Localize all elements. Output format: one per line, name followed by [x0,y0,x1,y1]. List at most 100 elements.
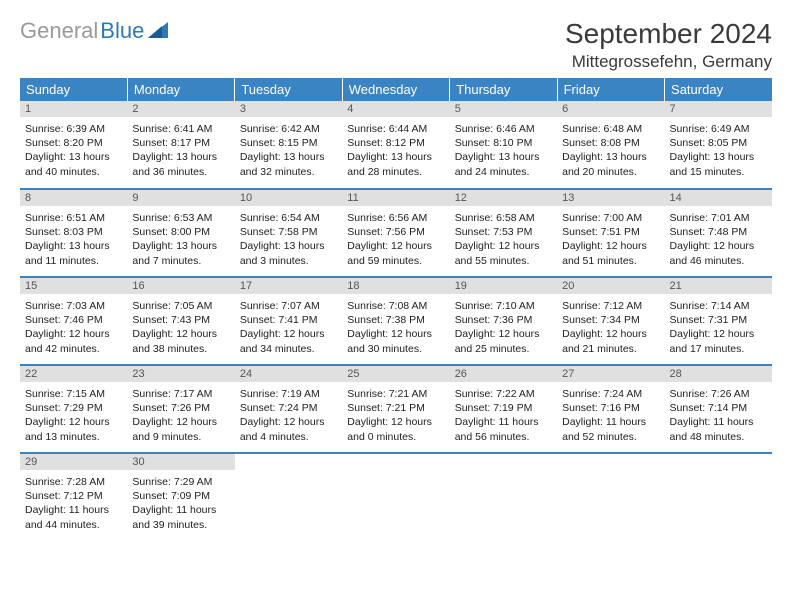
calendar-week-row: 8Sunrise: 6:51 AMSunset: 8:03 PMDaylight… [20,189,772,277]
calendar-day-cell [557,453,664,541]
day-details: Sunrise: 7:10 AMSunset: 7:36 PMDaylight:… [450,296,557,360]
calendar-day-cell: 2Sunrise: 6:41 AMSunset: 8:17 PMDaylight… [127,101,234,189]
day-number: 17 [235,278,342,294]
day-header: Thursday [450,78,557,101]
calendar-day-cell: 27Sunrise: 7:24 AMSunset: 7:16 PMDayligh… [557,365,664,453]
calendar-head: SundayMondayTuesdayWednesdayThursdayFrid… [20,78,772,101]
day-number: 24 [235,366,342,382]
day-details: Sunrise: 7:21 AMSunset: 7:21 PMDaylight:… [342,384,449,448]
day-number: 1 [20,101,127,117]
day-details: Sunrise: 6:39 AMSunset: 8:20 PMDaylight:… [20,119,127,183]
day-number: 26 [450,366,557,382]
calendar-day-cell: 8Sunrise: 6:51 AMSunset: 8:03 PMDaylight… [20,189,127,277]
logo-triangle-icon [148,20,168,43]
day-number: 29 [20,454,127,470]
day-header: Saturday [665,78,772,101]
calendar-day-cell: 7Sunrise: 6:49 AMSunset: 8:05 PMDaylight… [665,101,772,189]
calendar-day-cell: 25 Sunrise: 7:21 AMSunset: 7:21 PMDayligh… [342,365,449,453]
day-details: Sunrise: 7:15 AMSunset: 7:29 PMDaylight:… [20,384,127,448]
day-details: Sunrise: 6:46 AMSunset: 8:10 PMDaylight:… [450,119,557,183]
day-details: Sunrise: 6:49 AMSunset: 8:05 PMDaylight:… [665,119,772,183]
calendar-day-cell: 21 Sunrise: 7:14 AMSunset: 7:31 PMDayligh… [665,277,772,365]
month-title: September 2024 [565,18,772,50]
calendar-day-cell: 18Sunrise: 7:08 AMSunset: 7:38 PMDayligh… [342,277,449,365]
day-number: 21 [665,278,772,294]
day-details: Sunrise: 6:54 AMSunset: 7:58 PMDaylight:… [235,208,342,272]
day-number: 28 [665,366,772,382]
calendar-week-row: 1 Sunrise: 6:39 AMSunset: 8:20 PMDaylight… [20,101,772,189]
day-details: Sunrise: 7:12 AMSunset: 7:34 PMDaylight:… [557,296,664,360]
day-number: 19 [450,278,557,294]
calendar-day-cell: 3 Sunrise: 6:42 AMSunset: 8:15 PMDaylight… [235,101,342,189]
calendar-week-row: 15Sunrise: 7:03 AMSunset: 7:46 PMDayligh… [20,277,772,365]
day-number: 12 [450,190,557,206]
calendar-day-cell: 20 Sunrise: 7:12 AMSunset: 7:34 PMDayligh… [557,277,664,365]
day-number: 11 [342,190,449,206]
day-number: 22 [20,366,127,382]
day-header: Tuesday [235,78,342,101]
day-details: Sunrise: 6:53 AMSunset: 8:00 PMDaylight:… [127,208,234,272]
calendar-day-cell [450,453,557,541]
day-details: Sunrise: 7:24 AMSunset: 7:16 PMDaylight:… [557,384,664,448]
calendar-day-cell: 28Sunrise: 7:26 AMSunset: 7:14 PMDayligh… [665,365,772,453]
day-details: Sunrise: 6:41 AMSunset: 8:17 PMDaylight:… [127,119,234,183]
day-details: Sunrise: 6:48 AMSunset: 8:08 PMDaylight:… [557,119,664,183]
day-header: Monday [127,78,234,101]
day-details: Sunrise: 6:42 AMSunset: 8:15 PMDaylight:… [235,119,342,183]
day-number: 30 [127,454,234,470]
calendar-day-cell: 11 Sunrise: 6:56 AMSunset: 7:56 PMDayligh… [342,189,449,277]
calendar-day-cell: 5 Sunrise: 6:46 AMSunset: 8:10 PMDaylight… [450,101,557,189]
calendar-day-cell: 12 Sunrise: 6:58 AMSunset: 7:53 PMDayligh… [450,189,557,277]
day-header: Friday [557,78,664,101]
calendar-week-row: 29 Sunrise: 7:28 AMSunset: 7:12 PMDayligh… [20,453,772,541]
page-header: GeneralBlue September 2024 Mittegrossefe… [20,18,772,72]
calendar-day-cell: 22 Sunrise: 7:15 AMSunset: 7:29 PMDayligh… [20,365,127,453]
day-details: Sunrise: 7:07 AMSunset: 7:41 PMDaylight:… [235,296,342,360]
calendar-day-cell: 19 Sunrise: 7:10 AMSunset: 7:36 PMDayligh… [450,277,557,365]
calendar-day-cell: 29 Sunrise: 7:28 AMSunset: 7:12 PMDayligh… [20,453,127,541]
calendar-page: GeneralBlue September 2024 Mittegrossefe… [0,0,792,559]
day-details: Sunrise: 7:19 AMSunset: 7:24 PMDaylight:… [235,384,342,448]
day-number: 20 [557,278,664,294]
day-number: 4 [342,101,449,117]
day-details: Sunrise: 7:17 AMSunset: 7:26 PMDaylight:… [127,384,234,448]
calendar-day-cell: 24 Sunrise: 7:19 AMSunset: 7:24 PMDayligh… [235,365,342,453]
day-number: 5 [450,101,557,117]
calendar-day-cell: 14 Sunrise: 7:01 AMSunset: 7:48 PMDayligh… [665,189,772,277]
calendar-body: 1 Sunrise: 6:39 AMSunset: 8:20 PMDaylight… [20,101,772,541]
day-number: 18 [342,278,449,294]
day-details: Sunrise: 7:14 AMSunset: 7:31 PMDaylight:… [665,296,772,360]
day-number: 25 [342,366,449,382]
calendar-day-cell: 15Sunrise: 7:03 AMSunset: 7:46 PMDayligh… [20,277,127,365]
calendar-day-cell [342,453,449,541]
calendar-day-cell: 17 Sunrise: 7:07 AMSunset: 7:41 PMDayligh… [235,277,342,365]
day-number: 23 [127,366,234,382]
calendar-day-cell: 13Sunrise: 7:00 AMSunset: 7:51 PMDayligh… [557,189,664,277]
calendar-day-cell: 9 Sunrise: 6:53 AMSunset: 8:00 PMDaylight… [127,189,234,277]
day-details: Sunrise: 6:56 AMSunset: 7:56 PMDaylight:… [342,208,449,272]
location-label: Mittegrossefehn, Germany [565,52,772,72]
day-details: Sunrise: 6:44 AMSunset: 8:12 PMDaylight:… [342,119,449,183]
calendar-day-cell: 1 Sunrise: 6:39 AMSunset: 8:20 PMDaylight… [20,101,127,189]
day-details: Sunrise: 6:58 AMSunset: 7:53 PMDaylight:… [450,208,557,272]
calendar-day-cell: 6 Sunrise: 6:48 AMSunset: 8:08 PMDaylight… [557,101,664,189]
calendar-day-cell: 30Sunrise: 7:29 AMSunset: 7:09 PMDayligh… [127,453,234,541]
calendar-day-cell: 26Sunrise: 7:22 AMSunset: 7:19 PMDayligh… [450,365,557,453]
calendar-day-cell [665,453,772,541]
day-details: Sunrise: 7:28 AMSunset: 7:12 PMDaylight:… [20,472,127,536]
day-details: Sunrise: 6:51 AMSunset: 8:03 PMDaylight:… [20,208,127,272]
day-number: 6 [557,101,664,117]
day-number: 13 [557,190,664,206]
calendar-day-cell [235,453,342,541]
day-number: 9 [127,190,234,206]
calendar-day-cell: 23 Sunrise: 7:17 AMSunset: 7:26 PMDayligh… [127,365,234,453]
day-number: 16 [127,278,234,294]
day-details: Sunrise: 7:01 AMSunset: 7:48 PMDaylight:… [665,208,772,272]
calendar-table: SundayMondayTuesdayWednesdayThursdayFrid… [20,78,772,541]
calendar-week-row: 22 Sunrise: 7:15 AMSunset: 7:29 PMDayligh… [20,365,772,453]
day-number: 3 [235,101,342,117]
day-details: Sunrise: 7:05 AMSunset: 7:43 PMDaylight:… [127,296,234,360]
logo-text-blue: Blue [100,18,144,44]
day-header: Sunday [20,78,127,101]
day-number: 14 [665,190,772,206]
